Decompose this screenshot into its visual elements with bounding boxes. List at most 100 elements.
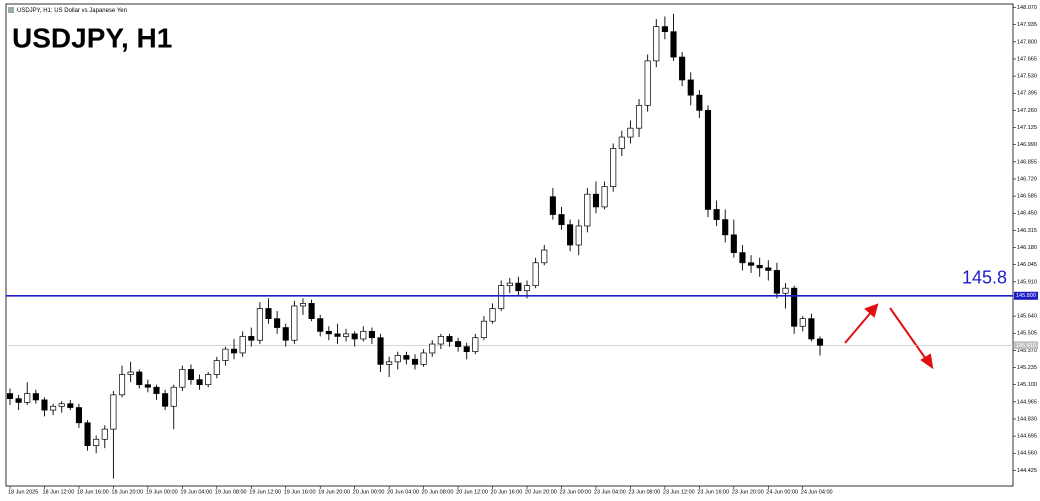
y-tick-label: 147.665	[1017, 56, 1037, 62]
y-tick-label: 145.370	[1017, 348, 1037, 354]
candle-body	[704, 110, 712, 210]
candle-body	[377, 337, 384, 365]
y-tick-label: 145.505	[1017, 331, 1037, 337]
candle-body	[816, 338, 824, 346]
candle-body	[567, 224, 574, 246]
candle-body	[239, 336, 246, 354]
y-tick-label: 144.425	[1017, 468, 1037, 474]
y-tick-label: 146.045	[1017, 262, 1037, 268]
candle-body	[50, 405, 57, 411]
chart-subtitle: USDJPY, H1: US Dollar vs Japanese Yen	[17, 8, 127, 14]
x-tick-label: 20 Jun 12:00	[456, 489, 488, 495]
candle-body	[523, 285, 531, 292]
candle-body	[756, 264, 763, 269]
candle-body	[446, 336, 453, 342]
candle-body	[162, 393, 169, 407]
candle-body	[230, 348, 238, 354]
x-tick-label: 20 Jun 20:00	[525, 489, 557, 495]
x-tick-label: 20 Jun 08:00	[422, 489, 454, 495]
x-tick-label: 23 Jun 04:00	[594, 489, 626, 495]
candle-body	[187, 369, 195, 380]
candle-body	[498, 285, 505, 309]
candle-body	[739, 252, 746, 264]
x-tick-label: 24 Jun 00:00	[766, 489, 798, 495]
candle-body	[661, 26, 668, 33]
candle-body	[575, 225, 582, 246]
candle-body	[799, 318, 806, 327]
x-tick-label: 23 Jun 12:00	[663, 489, 695, 495]
x-tick-label: 24 Jun 04:00	[801, 489, 833, 495]
x-tick-label: 18 Jun 12:00	[42, 489, 74, 495]
level-tag	[1014, 291, 1038, 300]
candle-body	[179, 369, 186, 388]
candle-body	[110, 394, 117, 430]
y-tick-label: 144.965	[1017, 399, 1037, 405]
candle-body	[58, 403, 65, 407]
candle-body	[282, 327, 289, 341]
x-tick-label: 18 Jun 16:00	[77, 489, 109, 495]
y-tick-label: 147.530	[1017, 74, 1037, 80]
x-tick-label: 20 Jun 00:00	[353, 489, 385, 495]
candle-body	[308, 303, 315, 320]
y-tick-label: 145.910	[1017, 279, 1037, 285]
y-tick-label: 145.235	[1017, 365, 1037, 371]
y-tick-label: 146.450	[1017, 211, 1037, 217]
candle-body	[299, 303, 307, 307]
candle-body	[368, 330, 375, 339]
candle-body	[403, 355, 410, 360]
candle-body	[429, 343, 436, 354]
candle-body	[472, 337, 479, 353]
y-tick-label: 144.695	[1017, 434, 1037, 440]
candle-body	[610, 148, 617, 187]
candle-body	[6, 393, 14, 400]
candle-body	[765, 267, 772, 271]
symbol-icon	[8, 7, 14, 13]
candle-body	[584, 193, 591, 227]
candle-body	[679, 56, 686, 81]
candle-body	[773, 270, 780, 294]
candle-body	[644, 60, 651, 106]
candle-body	[653, 26, 660, 62]
candle-body	[291, 305, 298, 341]
candle-body	[84, 422, 91, 446]
y-tick-label: 146.720	[1017, 176, 1037, 182]
candle-body	[437, 336, 444, 345]
y-tick-label: 145.100	[1017, 382, 1037, 388]
chart-title: USDJPY, H1	[12, 22, 172, 53]
level-label: 145.8	[962, 268, 1007, 288]
candle-body	[722, 219, 729, 236]
candle-body	[592, 193, 600, 208]
y-tick-label: 145.640	[1017, 314, 1037, 320]
y-tick-label: 147.260	[1017, 108, 1037, 114]
x-tick-label: 23 Jun 08:00	[628, 489, 660, 495]
x-tick-label: 18 Jun 2025	[8, 489, 38, 495]
y-tick-label: 146.315	[1017, 228, 1037, 234]
candle-body	[601, 186, 608, 208]
candle-body	[480, 320, 487, 339]
y-tick-label: 146.585	[1017, 194, 1037, 200]
x-tick-label: 20 Jun 04:00	[387, 489, 419, 495]
candle-body	[627, 127, 634, 138]
candle-body	[558, 214, 565, 226]
candle-body	[248, 336, 255, 341]
candle-body	[730, 234, 737, 253]
candle-body	[196, 379, 203, 386]
y-tick-label: 147.800	[1017, 39, 1037, 45]
candle-body	[463, 346, 470, 353]
candle-body	[687, 79, 694, 96]
y-tick-label: 144.560	[1017, 451, 1037, 457]
plot-frame	[5, 3, 1014, 487]
candle-body	[325, 330, 332, 335]
y-tick-label: 147.935	[1017, 22, 1037, 28]
candle-body	[144, 384, 151, 388]
candle-body	[394, 355, 401, 363]
candle-body	[532, 262, 539, 286]
y-tick-label: 147.125	[1017, 125, 1037, 131]
candle-body	[317, 318, 324, 332]
candle-body	[670, 31, 677, 58]
candle-body	[213, 360, 220, 375]
candle-body	[360, 330, 367, 340]
x-tick-label: 19 Jun 20:00	[318, 489, 350, 495]
candle-body	[222, 348, 229, 361]
y-tick-label: 146.180	[1017, 245, 1037, 251]
